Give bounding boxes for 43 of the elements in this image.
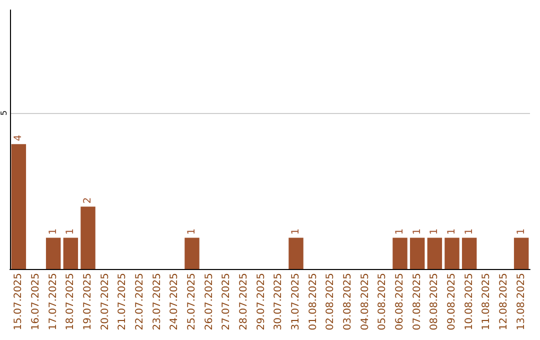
x-tick-label: 17.07.2025 — [48, 273, 59, 330]
x-tick-label: 15.07.2025 — [13, 273, 24, 330]
x-tick-label: 16.07.2025 — [30, 273, 42, 330]
data-label: 1 — [394, 228, 406, 235]
x-tick-label: 26.07.2025 — [204, 273, 215, 330]
x-tick-label: 03.08.2025 — [342, 273, 354, 330]
x-tick-label: 28.07.2025 — [238, 273, 250, 330]
x-tick-label: 12.08.2025 — [498, 273, 510, 330]
x-tick-label: 24.07.2025 — [169, 273, 180, 330]
x-tick-label: 27.07.2025 — [221, 273, 232, 330]
x-tick-label: 19.07.2025 — [82, 273, 94, 330]
data-label: 1 — [290, 228, 302, 235]
x-tick-label: 30.07.2025 — [273, 273, 284, 330]
x-tick-label: 11.08.2025 — [481, 273, 492, 330]
data-label: 1 — [516, 228, 527, 235]
x-tick-label: 06.08.2025 — [394, 273, 406, 330]
data-label: 1 — [446, 228, 458, 235]
x-tick-label: 08.08.2025 — [429, 273, 440, 330]
data-label: 2 — [82, 197, 94, 204]
x-tick-label: 18.07.2025 — [65, 273, 76, 330]
data-label: 4 — [13, 134, 24, 142]
x-tick-label: 31.07.2025 — [290, 273, 302, 330]
data-label: 1 — [464, 228, 475, 235]
y-tick-label: 5 — [0, 110, 8, 116]
x-tick-label: 02.08.2025 — [325, 273, 336, 330]
x-tick-label: 01.08.2025 — [308, 273, 319, 330]
x-tick-label: 09.08.2025 — [446, 273, 458, 330]
data-label: 1 — [48, 228, 59, 235]
x-tick-label: 13.08.2025 — [516, 273, 527, 330]
data-label: 1 — [429, 228, 440, 235]
x-tick-label: 23.07.2025 — [152, 273, 163, 330]
x-tick-label: 25.07.2025 — [186, 273, 198, 330]
x-tick-label: 22.07.2025 — [134, 273, 146, 330]
x-tick-label: 29.07.2025 — [256, 273, 267, 330]
x-tick-label: 21.07.2025 — [117, 273, 128, 330]
data-label: 1 — [186, 228, 198, 235]
data-label: 1 — [65, 228, 76, 235]
x-tick-label: 20.07.2025 — [100, 273, 111, 330]
data-label: 1 — [412, 228, 423, 235]
x-tick-label: 04.08.2025 — [360, 273, 371, 330]
x-tick-label: 05.08.2025 — [377, 273, 388, 330]
x-tick-label: 10.08.2025 — [464, 273, 475, 330]
x-tick-label: 07.08.2025 — [412, 273, 423, 330]
